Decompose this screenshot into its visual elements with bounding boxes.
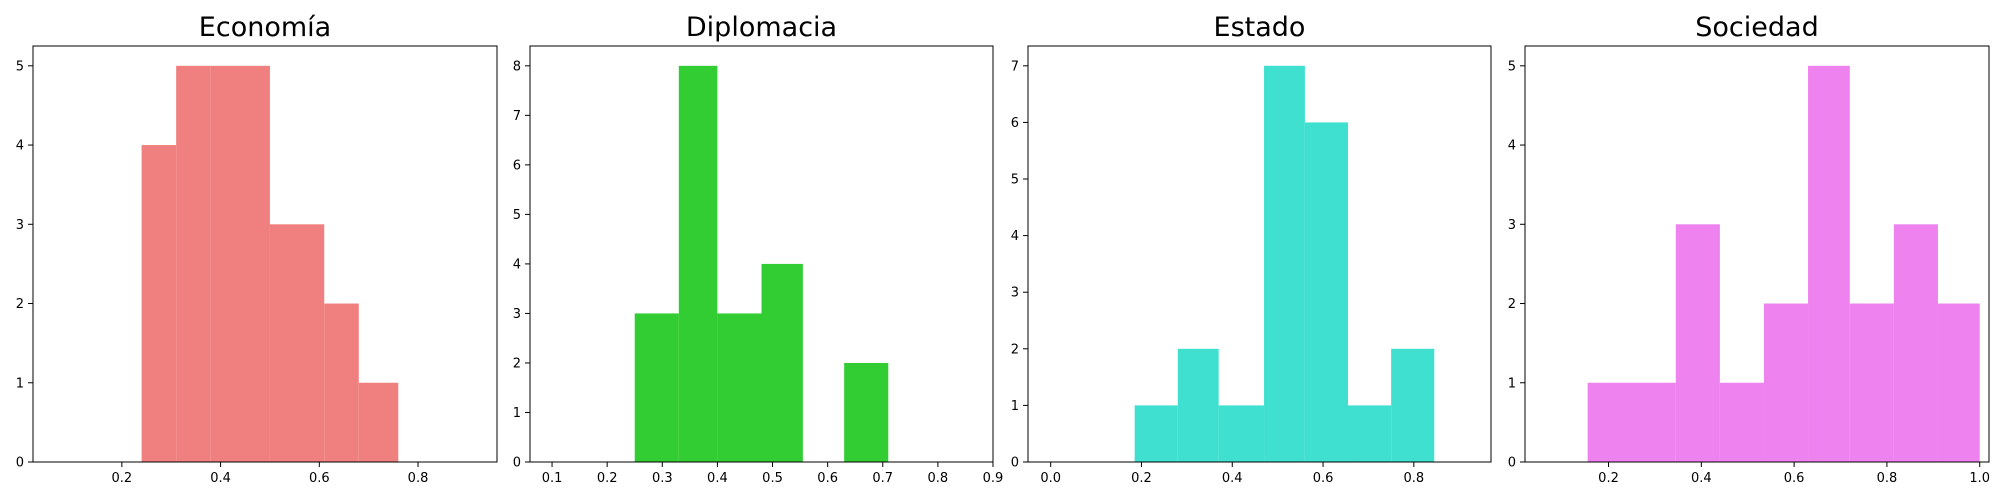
histogram-bar bbox=[1264, 65, 1305, 463]
x-tick-label: 0.6 bbox=[817, 471, 838, 486]
x-tick-label: 0.8 bbox=[928, 471, 949, 486]
histogram-bar bbox=[1849, 303, 1894, 462]
x-tick-label: 0.3 bbox=[652, 471, 673, 486]
x-tick-label: 0.6 bbox=[1784, 471, 1805, 486]
y-tick-label: 3 bbox=[513, 307, 521, 322]
y-tick-label: 2 bbox=[1011, 342, 1019, 357]
x-tick-label: 0.1 bbox=[542, 471, 563, 486]
x-tick-label: 0.0 bbox=[1040, 471, 1061, 486]
x-tick-label: 0.4 bbox=[1222, 471, 1243, 486]
y-tick-label: 4 bbox=[1508, 139, 1516, 154]
y-tick-label: 3 bbox=[16, 218, 24, 233]
histogram-bar bbox=[1218, 405, 1265, 462]
y-tick-label: 2 bbox=[513, 356, 521, 371]
y-tick-label: 4 bbox=[513, 257, 521, 272]
axes-frame bbox=[529, 45, 994, 463]
histogram-bar bbox=[176, 65, 211, 463]
histogram-bar bbox=[678, 65, 718, 463]
y-tick-label: 0 bbox=[1508, 456, 1516, 471]
histogram-bar bbox=[717, 313, 762, 462]
axes-frame bbox=[32, 45, 498, 463]
y-tick-label: 5 bbox=[1011, 173, 1019, 188]
x-tick-label: 0.5 bbox=[762, 471, 783, 486]
histogram-bar bbox=[1304, 122, 1349, 462]
histogram-bar bbox=[1391, 348, 1435, 462]
x-tick-label: 0.7 bbox=[872, 471, 893, 486]
y-tick-label: 6 bbox=[1011, 116, 1019, 131]
x-tick-label: 0.4 bbox=[707, 471, 728, 486]
y-tick-label: 5 bbox=[513, 208, 521, 223]
x-tick-label: 0.4 bbox=[210, 471, 231, 486]
histogram-bar bbox=[141, 145, 177, 463]
x-tick-label: 0.8 bbox=[1877, 471, 1898, 486]
x-tick-label: 0.6 bbox=[1313, 471, 1334, 486]
histogram-bar bbox=[1808, 65, 1850, 463]
x-tick-label: 0.8 bbox=[1403, 471, 1424, 486]
x-tick-label: 0.2 bbox=[1131, 471, 1152, 486]
histogram-bar bbox=[1937, 303, 1980, 462]
y-tick-label: 3 bbox=[1508, 218, 1516, 233]
histogram-bar bbox=[1177, 348, 1219, 462]
histogram-bar bbox=[1348, 405, 1392, 462]
histogram-bar bbox=[324, 303, 359, 462]
histogram-bar bbox=[634, 313, 679, 462]
histogram-bar bbox=[1719, 382, 1764, 462]
chart-panel-1: Economía 0.2 0.4 0.6 0.8 0 1 2 3 4 5 bbox=[16, 12, 498, 486]
y-tick-label: 6 bbox=[513, 158, 521, 173]
y-tick-label: 0 bbox=[16, 456, 24, 471]
y-tick-label: 5 bbox=[1508, 59, 1516, 74]
chart-panel-4: Sociedad 0.2 0.4 0.6 0.8 1.0 0 1 2 3 4 5 bbox=[1508, 12, 1990, 486]
histogram-bar bbox=[761, 263, 803, 462]
chart-panel-2: Diplomacia 0.1 0.2 0.3 0.4 0.5 0.6 0.7 0.8 0.9 0 1 2… bbox=[513, 12, 1004, 486]
x-tick-label: 0.2 bbox=[597, 471, 618, 486]
histogram-bar bbox=[1763, 303, 1809, 462]
x-tick-label: 0.2 bbox=[112, 471, 133, 486]
axes-frame bbox=[1027, 45, 1492, 463]
y-tick-label: 4 bbox=[16, 139, 24, 154]
chart-title: Diplomacia bbox=[686, 12, 837, 43]
x-tick-label: 0.4 bbox=[1691, 471, 1712, 486]
x-tick-label: 0.6 bbox=[309, 471, 330, 486]
x-tick-label: 0.9 bbox=[983, 471, 1004, 486]
x-tick-label: 1.0 bbox=[1969, 471, 1990, 486]
chart-title: Economía bbox=[199, 12, 331, 43]
y-tick-label: 1 bbox=[1508, 376, 1516, 391]
y-tick-label: 1 bbox=[1011, 399, 1019, 414]
histogram-bar bbox=[1675, 224, 1720, 462]
y-tick-label: 1 bbox=[16, 376, 24, 391]
chart-title: Sociedad bbox=[1695, 12, 1818, 43]
y-tick-label: 2 bbox=[1508, 297, 1516, 312]
y-tick-label: 5 bbox=[16, 59, 24, 74]
y-tick-label: 1 bbox=[513, 406, 521, 421]
histogram-bar bbox=[210, 65, 270, 463]
chart-title: Estado bbox=[1214, 12, 1306, 43]
y-tick-label: 2 bbox=[16, 297, 24, 312]
y-tick-label: 3 bbox=[1011, 286, 1019, 301]
histogram-bar bbox=[269, 224, 325, 462]
chart-panel-3: Estado 0.0 0.2 0.4 0.6 0.8 0 1 2 3 4 5 6 7 bbox=[1011, 12, 1492, 486]
axes-frame bbox=[1524, 45, 1990, 463]
histogram-bar bbox=[1893, 224, 1938, 462]
y-tick-label: 7 bbox=[1011, 59, 1019, 74]
histogram-bar bbox=[1134, 405, 1178, 462]
y-tick-label: 7 bbox=[513, 109, 521, 124]
histogram-bar bbox=[358, 382, 399, 462]
histogram-bar bbox=[844, 362, 889, 462]
y-tick-label: 0 bbox=[1011, 456, 1019, 471]
y-tick-label: 8 bbox=[513, 59, 521, 74]
histogram-bar bbox=[1587, 382, 1676, 462]
y-tick-label: 0 bbox=[513, 456, 521, 471]
x-tick-label: 0.2 bbox=[1598, 471, 1619, 486]
y-tick-label: 4 bbox=[1011, 229, 1019, 244]
x-tick-label: 0.8 bbox=[408, 471, 429, 486]
